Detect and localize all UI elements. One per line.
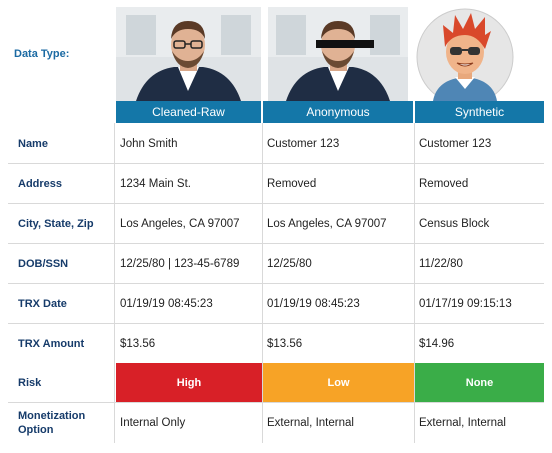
cell-trx-date-anonymous: 01/19/19 08:45:23 bbox=[267, 297, 360, 310]
row-label-name: Name bbox=[18, 137, 48, 150]
row-divider bbox=[8, 323, 544, 324]
row-divider bbox=[8, 163, 544, 164]
cell-name-anonymous: Customer 123 bbox=[267, 137, 340, 150]
professional-man-photo bbox=[116, 7, 261, 101]
cell-address-anonymous: Removed bbox=[267, 177, 317, 190]
cell-trx-amount-cleaned-raw: $13.56 bbox=[120, 337, 156, 350]
row-divider bbox=[8, 243, 544, 244]
censored-man-photo bbox=[268, 7, 408, 101]
cell-address-cleaned-raw: 1234 Main St. bbox=[120, 177, 191, 190]
row-label-trx-date: TRX Date bbox=[18, 297, 67, 310]
cell-trx-date-synthetic: 01/17/19 09:15:13 bbox=[419, 297, 512, 310]
row-label-trx-amount: TRX Amount bbox=[18, 337, 85, 350]
cell-name-cleaned-raw: John Smith bbox=[120, 137, 178, 150]
censor-bar bbox=[316, 40, 374, 48]
row-divider bbox=[8, 402, 544, 403]
cell-city-synthetic: Census Block bbox=[419, 217, 490, 230]
cartoon-avatar bbox=[415, 7, 515, 101]
cell-dob-anonymous: 12/25/80 bbox=[267, 257, 312, 270]
column-divider bbox=[414, 123, 415, 443]
row-label-risk: Risk bbox=[18, 376, 42, 389]
cell-trx-amount-synthetic: $14.96 bbox=[419, 337, 455, 350]
risk-low-badge: Low bbox=[263, 363, 414, 402]
cell-dob-synthetic: 11/22/80 bbox=[419, 257, 463, 270]
column-header-synthetic: Synthetic bbox=[415, 101, 544, 123]
row-divider bbox=[8, 203, 544, 204]
cell-address-synthetic: Removed bbox=[419, 177, 469, 190]
row-label-address: Address bbox=[18, 177, 63, 190]
column-divider bbox=[262, 123, 263, 443]
cell-name-synthetic: Customer 123 bbox=[419, 137, 492, 150]
risk-high-badge: High bbox=[116, 363, 262, 402]
row-label-dob-ssn: DOB/SSN bbox=[18, 257, 69, 270]
data-type-label: Data Type: bbox=[14, 48, 70, 60]
cell-trx-amount-anonymous: $13.56 bbox=[267, 337, 303, 350]
column-header-anonymous: Anonymous bbox=[263, 101, 413, 123]
cell-trx-date-cleaned-raw: 01/19/19 08:45:23 bbox=[120, 297, 213, 310]
cell-monetization-anonymous: External, Internal bbox=[267, 417, 354, 429]
column-header-cleaned-raw: Cleaned-Raw bbox=[116, 101, 261, 123]
row-divider bbox=[8, 283, 544, 284]
risk-none-badge: None bbox=[415, 363, 544, 402]
cell-city-cleaned-raw: Los Angeles, CA 97007 bbox=[120, 217, 240, 230]
cell-city-anonymous: Los Angeles, CA 97007 bbox=[267, 217, 387, 230]
cell-monetization-synthetic: External, Internal bbox=[419, 417, 506, 429]
row-label-monetization-option: Monetization Option bbox=[18, 410, 86, 436]
cell-monetization-cleaned-raw: Internal Only bbox=[120, 417, 186, 429]
cell-dob-cleaned-raw: 12/25/80 | 123-45-6789 bbox=[120, 257, 240, 270]
column-divider bbox=[114, 123, 115, 443]
row-label-city-state-zip: City, State, Zip bbox=[18, 217, 94, 230]
